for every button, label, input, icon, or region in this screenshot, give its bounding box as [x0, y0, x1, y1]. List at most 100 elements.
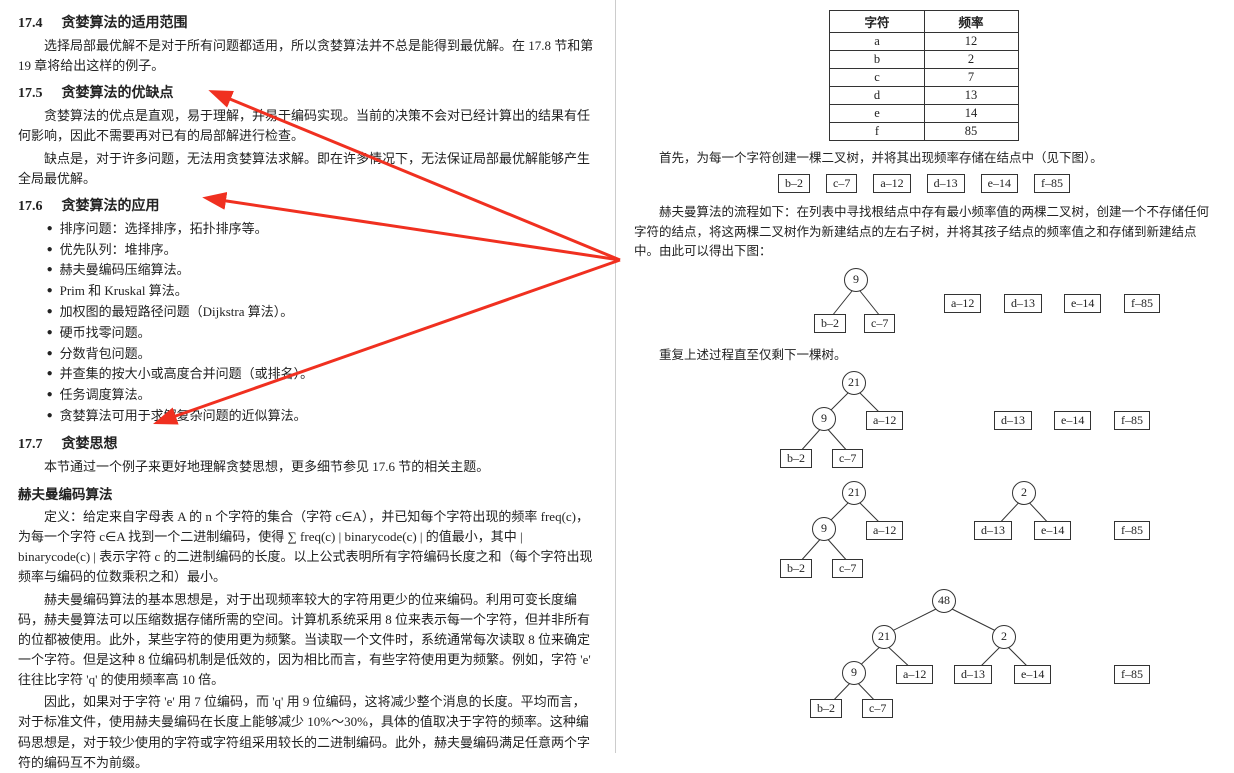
list-item: 分数背包问题。 — [47, 344, 595, 365]
list-item: 加权图的最短路径问题（Dijkstra 算法）。 — [47, 302, 595, 323]
tree-leaf: a–12 — [896, 665, 933, 684]
table-cell: f — [830, 123, 924, 141]
initial-forest: b–2c–7a–12d–13e–14f–85 — [634, 174, 1214, 193]
tree-node: 9 — [844, 268, 868, 292]
table-header-char: 字符 — [830, 11, 924, 33]
page-root: 17.4 贪婪算法的适用范围 选择局部最优解不是对于所有问题都适用，所以贪婪算法… — [0, 0, 1234, 753]
tree-leaf: f–85 — [1124, 294, 1160, 313]
tree-leaf: a–12 — [944, 294, 981, 313]
list-item: 优先队列：堆排序。 — [47, 240, 595, 261]
tree-leaf: c–7 — [832, 559, 863, 578]
list-item: 贪婪算法可用于求解复杂问题的近似算法。 — [47, 406, 595, 427]
table-cell: b — [830, 51, 924, 69]
right-column: 字符 频率 a12b2c7d13e14f85 首先，为每一个字符创建一棵二叉树，… — [615, 0, 1234, 753]
tree-leaf: c–7 — [832, 449, 863, 468]
tree-leaf: b–2 — [778, 174, 810, 193]
tree-leaf: b–2 — [780, 449, 812, 468]
huffman-p3: 因此，如果对于字符 'e' 用 7 位编码，而 'q' 用 9 位编码，这将减少… — [18, 692, 595, 773]
tree-leaf: a–12 — [866, 521, 903, 540]
section-text: 贪婪算法的优缺点 — [62, 86, 174, 101]
section-17-4-title: 17.4 贪婪算法的适用范围 — [18, 12, 595, 32]
tree-node: 21 — [842, 371, 866, 395]
list-item: 排序问题：选择排序，拓扑排序等。 — [47, 219, 595, 240]
table-row: b2 — [830, 51, 1018, 69]
tree-leaf: d–13 — [1004, 294, 1042, 313]
list-item: 赫夫曼编码压缩算法。 — [47, 260, 595, 281]
tree-node: 21 — [842, 481, 866, 505]
para-flow: 赫夫曼算法的流程如下：在列表中寻找根结点中存有最小频率值的两棵二叉树，创建一个不… — [634, 203, 1214, 261]
tree-node: 2 — [992, 625, 1016, 649]
list-item: 硬币找零问题。 — [47, 323, 595, 344]
list-item: 任务调度算法。 — [47, 385, 595, 406]
section-17-5-title: 17.5 贪婪算法的优缺点 — [18, 82, 595, 102]
table-header-freq: 频率 — [924, 11, 1018, 33]
left-column: 17.4 贪婪算法的适用范围 选择局部最优解不是对于所有问题都适用，所以贪婪算法… — [0, 0, 615, 753]
para-first: 首先，为每一个字符创建一棵二叉树，并将其出现频率存储在结点中（见下图）。 — [634, 149, 1214, 168]
section-num: 17.7 — [18, 437, 58, 453]
huffman-p2: 赫夫曼编码算法的基本思想是，对于出现频率较大的字符用更少的位来编码。利用可变长度… — [18, 590, 595, 691]
stage2-diagram: 21 9 a–12 b–2 c–7 d–13 e–14 f–85 — [634, 367, 1214, 477]
table-row: a12 — [830, 33, 1018, 51]
section-text: 贪婪思想 — [62, 437, 118, 452]
tree-leaf: c–7 — [826, 174, 857, 193]
applications-list: 排序问题：选择排序，拓扑排序等。优先队列：堆排序。赫夫曼编码压缩算法。Prim … — [47, 219, 595, 427]
tree-leaf: d–13 — [927, 174, 965, 193]
tree-node: 48 — [932, 589, 956, 613]
tree-node: 2 — [1012, 481, 1036, 505]
tree-leaf: f–85 — [1114, 411, 1150, 430]
tree-node: 21 — [872, 625, 896, 649]
tree-leaf: a–12 — [866, 411, 903, 430]
tree-leaf: d–13 — [974, 521, 1012, 540]
table-cell: 85 — [924, 123, 1018, 141]
tree-leaf: e–14 — [1054, 411, 1091, 430]
table-row: f85 — [830, 123, 1018, 141]
para-17-5-2: 缺点是，对于许多问题，无法用贪婪算法求解。即在许多情况下，无法保证局部最优解能够… — [18, 149, 595, 189]
tree-leaf: e–14 — [1014, 665, 1051, 684]
tree-node: 9 — [812, 407, 836, 431]
section-text: 贪婪算法的适用范围 — [62, 16, 188, 31]
table-row: d13 — [830, 87, 1018, 105]
stage3-diagram: 21 9 a–12 b–2 c–7 2 d–13 e–14 f–85 — [634, 477, 1214, 587]
table-row: e14 — [830, 105, 1018, 123]
huffman-def: 定义：给定来自字母表 A 的 n 个字符的集合（字符 c∈A），并已知每个字符出… — [18, 507, 595, 588]
tree-leaf: d–13 — [954, 665, 992, 684]
tree-leaf: c–7 — [862, 699, 893, 718]
table-cell: a — [830, 33, 924, 51]
tree-leaf: f–85 — [1114, 665, 1150, 684]
section-text: 贪婪算法的应用 — [62, 199, 160, 214]
table-cell: e — [830, 105, 924, 123]
tree-leaf: f–85 — [1034, 174, 1070, 193]
section-17-6-title: 17.6 贪婪算法的应用 — [18, 195, 595, 215]
table-cell: 2 — [924, 51, 1018, 69]
tree-leaf: d–13 — [994, 411, 1032, 430]
frequency-table: 字符 频率 a12b2c7d13e14f85 — [829, 10, 1018, 141]
para-17-4-1: 选择局部最优解不是对于所有问题都适用，所以贪婪算法并不总是能得到最优解。在 17… — [18, 36, 595, 76]
tree-leaf: e–14 — [1064, 294, 1101, 313]
section-num: 17.5 — [18, 86, 58, 102]
tree-leaf: f–85 — [1114, 521, 1150, 540]
tree-leaf: b–2 — [780, 559, 812, 578]
tree-node: 9 — [812, 517, 836, 541]
table-cell: 13 — [924, 87, 1018, 105]
para-repeat: 重复上述过程直至仅剩下一棵树。 — [634, 346, 1214, 365]
tree-leaf: a–12 — [873, 174, 910, 193]
para-17-7-1: 本节通过一个例子来更好地理解贪婪思想，更多细节参见 17.6 节的相关主题。 — [18, 457, 595, 477]
section-17-7-title: 17.7 贪婪思想 — [18, 433, 595, 453]
tree-leaf: c–7 — [864, 314, 895, 333]
stage1-diagram: 9 b–2 c–7 a–12 d–13 e–14 f–85 — [634, 264, 1214, 344]
section-num: 17.4 — [18, 16, 58, 32]
table-cell: c — [830, 69, 924, 87]
table-cell: 12 — [924, 33, 1018, 51]
tree-leaf: e–14 — [1034, 521, 1071, 540]
list-item: 并查集的按大小或高度合并问题（或排名）。 — [47, 364, 595, 385]
table-cell: 14 — [924, 105, 1018, 123]
tree-leaf: b–2 — [814, 314, 846, 333]
table-cell: 7 — [924, 69, 1018, 87]
section-num: 17.6 — [18, 199, 58, 215]
stage4-diagram: 48 21 2 9 a–12 d–13 e–14 b–2 c–7 f–85 — [634, 587, 1214, 727]
huffman-title: 赫夫曼编码算法 — [18, 483, 595, 503]
tree-node: 9 — [842, 661, 866, 685]
list-item: Prim 和 Kruskal 算法。 — [47, 281, 595, 302]
tree-leaf: b–2 — [810, 699, 842, 718]
table-cell: d — [830, 87, 924, 105]
